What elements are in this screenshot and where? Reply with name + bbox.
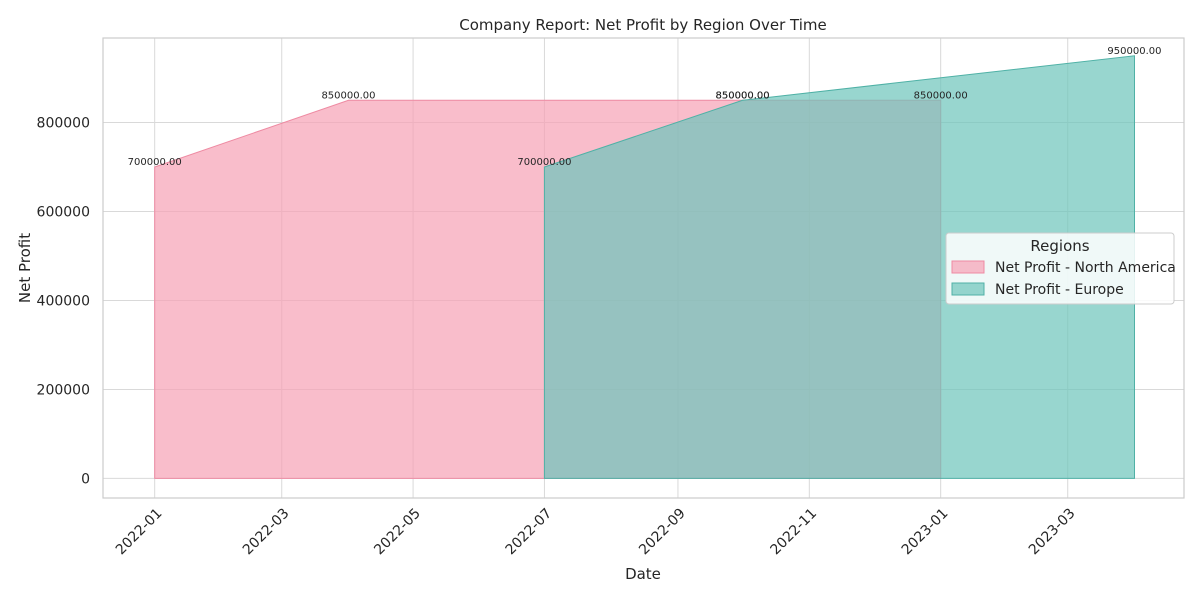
plot-frame — [102, 37, 1185, 499]
x-tick-label-5: 2022-11 — [767, 506, 820, 559]
data-label-s0-p2: 850000.00 — [716, 90, 770, 101]
y-tick-label-2: 400000 — [37, 293, 90, 309]
data-labels-group: 700000.00 850000.00 850000.00 850000.00 7000… — [128, 46, 1162, 168]
data-label-s1-p0: 700000.00 — [517, 157, 571, 168]
legend-title: Regions — [1030, 237, 1089, 255]
legend-box — [945, 232, 1175, 305]
y-tick-label-1: 200000 — [37, 382, 90, 398]
x-axis-ticks: 2022-01 2022-03 2022-05 2022-07 2022-09 2022-… — [113, 506, 1079, 559]
y-axis-label: Net Profit — [16, 233, 34, 303]
area-series-1 — [543, 55, 1135, 479]
x-tick-label-0: 2022-01 — [113, 506, 166, 559]
legend-swatch-0 — [951, 260, 985, 274]
x-tick-label-6: 2023-01 — [899, 506, 952, 559]
data-label-s0-p3: 850000.00 — [914, 90, 968, 101]
chart-title: Company Report: Net Profit by Region Ove… — [459, 16, 827, 34]
y-tick-label-4: 800000 — [37, 116, 90, 132]
x-tick-label-1: 2022-03 — [240, 506, 293, 559]
data-label-s0-p1: 850000.00 — [321, 90, 375, 101]
x-axis-label: Date — [625, 565, 661, 583]
x-tick-label-3: 2022-07 — [503, 506, 556, 559]
y-tick-label-0: 0 — [81, 471, 90, 487]
x-tick-label-2: 2022-05 — [371, 506, 424, 559]
data-label-s0-p0: 700000.00 — [128, 157, 182, 168]
area-series-group — [154, 55, 1135, 479]
legend: Regions Net Profit - North America Net Pr… — [945, 232, 1176, 305]
legend-label-0: Net Profit - North America — [995, 260, 1176, 276]
legend-label-1: Net Profit - Europe — [995, 282, 1124, 298]
y-axis-ticks: 0 200000 400000 600000 800000 — [37, 116, 90, 488]
data-label-s1-p2: 950000.00 — [1107, 46, 1161, 57]
data-label-s1-p1: 850000.00 — [716, 90, 770, 101]
x-tick-label-7: 2023-03 — [1026, 506, 1079, 559]
x-tick-label-4: 2022-09 — [636, 506, 689, 559]
legend-swatch-1 — [951, 282, 985, 296]
y-tick-label-3: 600000 — [37, 205, 90, 221]
